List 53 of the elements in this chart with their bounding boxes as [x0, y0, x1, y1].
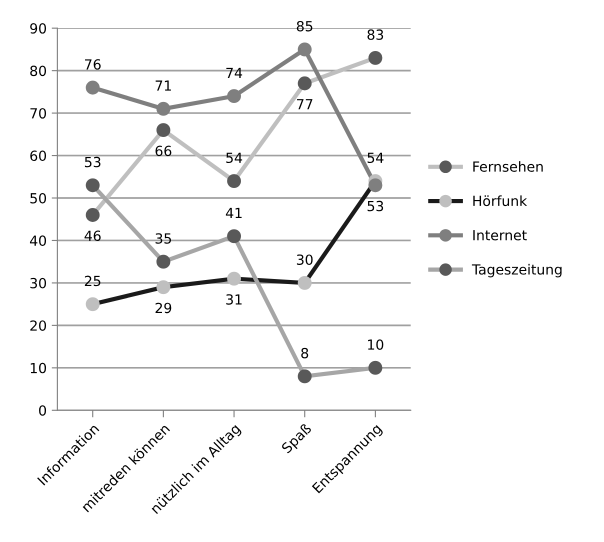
data-label: 8	[301, 348, 308, 358]
data-label: 53	[368, 200, 384, 212]
y-tick-label: 50	[30, 192, 46, 204]
y-tick-label: 60	[30, 150, 46, 162]
legend-label: Internet	[473, 230, 527, 240]
point	[156, 123, 170, 138]
point	[227, 174, 241, 188]
y-tick-label: 80	[30, 66, 46, 76]
data-label: 77	[297, 99, 312, 110]
data-label: 31	[226, 294, 242, 305]
y-tick-label: 30	[30, 278, 46, 288]
point	[86, 178, 100, 192]
point	[368, 50, 382, 65]
point	[227, 229, 241, 244]
point	[86, 80, 100, 95]
point	[298, 369, 312, 384]
y-tick-label: 0	[39, 405, 46, 416]
data-label: 10	[368, 339, 384, 350]
legend-label: Tageszeitung	[472, 264, 562, 278]
data-label: 85	[296, 20, 312, 32]
point	[156, 254, 170, 269]
point	[298, 76, 312, 90]
data-label: 30	[296, 254, 313, 265]
point	[156, 102, 170, 116]
point	[298, 276, 312, 290]
data-label: 54	[368, 152, 384, 164]
y-tick-label: 20	[30, 320, 46, 331]
legend-label: Hörfunk	[473, 195, 528, 206]
data-label: 41	[226, 208, 242, 218]
data-label: 54	[226, 152, 242, 164]
y-tick-label: 90	[30, 23, 46, 34]
y-tick-label: 70	[30, 108, 46, 119]
data-label: 29	[156, 302, 172, 314]
data-label: 83	[367, 29, 384, 40]
data-label: 74	[226, 68, 242, 78]
data-label: 71	[156, 80, 171, 91]
data-label: 35	[156, 233, 172, 244]
point	[227, 89, 241, 104]
y-tick-label: 40	[30, 235, 46, 246]
point	[298, 42, 312, 56]
data-label: 46	[84, 230, 101, 242]
legend-label: Fernsehen	[473, 161, 543, 172]
data-label: 76	[85, 59, 101, 70]
point	[86, 208, 100, 222]
point	[86, 297, 100, 312]
point	[156, 280, 170, 294]
y-tick-label: 10	[30, 362, 46, 374]
data-label: 53	[84, 156, 100, 168]
point	[368, 360, 382, 375]
data-label: 66	[156, 146, 172, 156]
data-label: 25	[84, 276, 100, 286]
point	[368, 178, 382, 192]
point	[227, 272, 241, 286]
